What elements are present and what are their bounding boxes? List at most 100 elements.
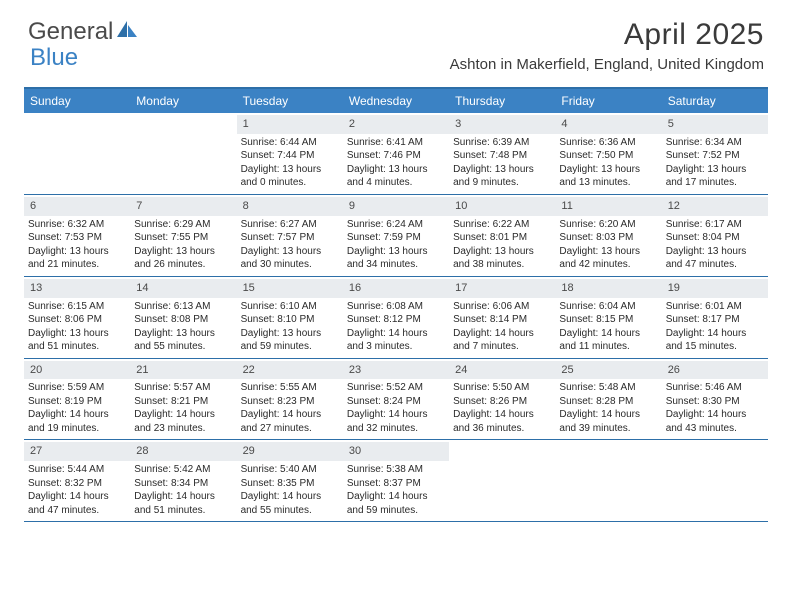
- sunrise-text: Sunrise: 6:17 AM: [666, 218, 764, 232]
- sunrise-text: Sunrise: 6:15 AM: [28, 300, 126, 314]
- calendar-cell: 4Sunrise: 6:36 AMSunset: 7:50 PMDaylight…: [555, 113, 661, 194]
- calendar-cell: 24Sunrise: 5:50 AMSunset: 8:26 PMDayligh…: [449, 359, 555, 440]
- daylight-text: and 21 minutes.: [28, 258, 126, 272]
- sunset-text: Sunset: 8:26 PM: [453, 395, 551, 409]
- calendar-cell: 22Sunrise: 5:55 AMSunset: 8:23 PMDayligh…: [237, 359, 343, 440]
- logo-sail-icon: [117, 18, 139, 46]
- daylight-text: and 59 minutes.: [241, 340, 339, 354]
- daylight-text: Daylight: 13 hours: [666, 163, 764, 177]
- daylight-text: Daylight: 14 hours: [347, 327, 445, 341]
- sunrise-text: Sunrise: 5:38 AM: [347, 463, 445, 477]
- sunrise-text: Sunrise: 5:59 AM: [28, 381, 126, 395]
- daylight-text: Daylight: 13 hours: [28, 245, 126, 259]
- day-number: 5: [662, 115, 768, 134]
- calendar-body: 1Sunrise: 6:44 AMSunset: 7:44 PMDaylight…: [24, 113, 768, 522]
- daylight-text: Daylight: 13 hours: [134, 327, 232, 341]
- sunset-text: Sunset: 8:24 PM: [347, 395, 445, 409]
- calendar-cell: 12Sunrise: 6:17 AMSunset: 8:04 PMDayligh…: [662, 195, 768, 276]
- day-number: 13: [24, 279, 130, 298]
- sunset-text: Sunset: 8:03 PM: [559, 231, 657, 245]
- day-number: 25: [555, 361, 661, 380]
- sunrise-text: Sunrise: 5:42 AM: [134, 463, 232, 477]
- day-number: 26: [662, 361, 768, 380]
- daylight-text: and 51 minutes.: [134, 504, 232, 518]
- daylight-text: and 47 minutes.: [28, 504, 126, 518]
- calendar-cell: 18Sunrise: 6:04 AMSunset: 8:15 PMDayligh…: [555, 277, 661, 358]
- daylight-text: Daylight: 14 hours: [347, 408, 445, 422]
- daylight-text: and 17 minutes.: [666, 176, 764, 190]
- day-number: 28: [130, 442, 236, 461]
- sunset-text: Sunset: 7:59 PM: [347, 231, 445, 245]
- daylight-text: and 47 minutes.: [666, 258, 764, 272]
- daylight-text: Daylight: 14 hours: [666, 327, 764, 341]
- day-header-cell: Monday: [130, 89, 236, 113]
- daylight-text: and 36 minutes.: [453, 422, 551, 436]
- calendar-cell: 3Sunrise: 6:39 AMSunset: 7:48 PMDaylight…: [449, 113, 555, 194]
- day-header-cell: Tuesday: [237, 89, 343, 113]
- sunrise-text: Sunrise: 6:20 AM: [559, 218, 657, 232]
- day-number: 4: [555, 115, 661, 134]
- daylight-text: and 42 minutes.: [559, 258, 657, 272]
- calendar-week: 20Sunrise: 5:59 AMSunset: 8:19 PMDayligh…: [24, 359, 768, 441]
- calendar-week: 13Sunrise: 6:15 AMSunset: 8:06 PMDayligh…: [24, 277, 768, 359]
- day-number: 17: [449, 279, 555, 298]
- daylight-text: and 30 minutes.: [241, 258, 339, 272]
- calendar-cell-empty: [130, 113, 236, 194]
- daylight-text: and 13 minutes.: [559, 176, 657, 190]
- daylight-text: and 51 minutes.: [28, 340, 126, 354]
- sunset-text: Sunset: 7:53 PM: [28, 231, 126, 245]
- day-header-cell: Sunday: [24, 89, 130, 113]
- daylight-text: and 32 minutes.: [347, 422, 445, 436]
- sunset-text: Sunset: 8:04 PM: [666, 231, 764, 245]
- calendar-cell: 27Sunrise: 5:44 AMSunset: 8:32 PMDayligh…: [24, 440, 130, 521]
- daylight-text: and 23 minutes.: [134, 422, 232, 436]
- sunset-text: Sunset: 8:19 PM: [28, 395, 126, 409]
- day-header-cell: Saturday: [662, 89, 768, 113]
- calendar-cell: 25Sunrise: 5:48 AMSunset: 8:28 PMDayligh…: [555, 359, 661, 440]
- sunrise-text: Sunrise: 6:29 AM: [134, 218, 232, 232]
- daylight-text: Daylight: 13 hours: [347, 163, 445, 177]
- day-number: 16: [343, 279, 449, 298]
- sunset-text: Sunset: 8:17 PM: [666, 313, 764, 327]
- sunrise-text: Sunrise: 5:57 AM: [134, 381, 232, 395]
- daylight-text: Daylight: 13 hours: [241, 163, 339, 177]
- sunrise-text: Sunrise: 6:04 AM: [559, 300, 657, 314]
- day-number: 14: [130, 279, 236, 298]
- daylight-text: and 4 minutes.: [347, 176, 445, 190]
- sunset-text: Sunset: 8:01 PM: [453, 231, 551, 245]
- daylight-text: Daylight: 14 hours: [241, 490, 339, 504]
- sunset-text: Sunset: 8:15 PM: [559, 313, 657, 327]
- day-number: 18: [555, 279, 661, 298]
- sunset-text: Sunset: 8:23 PM: [241, 395, 339, 409]
- daylight-text: Daylight: 13 hours: [241, 327, 339, 341]
- daylight-text: and 3 minutes.: [347, 340, 445, 354]
- calendar-cell-empty: [662, 440, 768, 521]
- daylight-text: Daylight: 14 hours: [241, 408, 339, 422]
- logo-text-1: General: [28, 18, 113, 46]
- day-number: 21: [130, 361, 236, 380]
- daylight-text: and 19 minutes.: [28, 422, 126, 436]
- calendar-cell: 20Sunrise: 5:59 AMSunset: 8:19 PMDayligh…: [24, 359, 130, 440]
- day-number: 3: [449, 115, 555, 134]
- sunset-text: Sunset: 8:08 PM: [134, 313, 232, 327]
- daylight-text: and 0 minutes.: [241, 176, 339, 190]
- day-number: 19: [662, 279, 768, 298]
- calendar-cell: 9Sunrise: 6:24 AMSunset: 7:59 PMDaylight…: [343, 195, 449, 276]
- sunrise-text: Sunrise: 5:46 AM: [666, 381, 764, 395]
- day-number: 29: [237, 442, 343, 461]
- day-number: 7: [130, 197, 236, 216]
- daylight-text: and 11 minutes.: [559, 340, 657, 354]
- calendar-cell: 11Sunrise: 6:20 AMSunset: 8:03 PMDayligh…: [555, 195, 661, 276]
- sunset-text: Sunset: 7:44 PM: [241, 149, 339, 163]
- calendar-cell: 17Sunrise: 6:06 AMSunset: 8:14 PMDayligh…: [449, 277, 555, 358]
- sunrise-text: Sunrise: 5:55 AM: [241, 381, 339, 395]
- sunset-text: Sunset: 8:32 PM: [28, 477, 126, 491]
- calendar-cell: 5Sunrise: 6:34 AMSunset: 7:52 PMDaylight…: [662, 113, 768, 194]
- day-number: 24: [449, 361, 555, 380]
- calendar-cell: 2Sunrise: 6:41 AMSunset: 7:46 PMDaylight…: [343, 113, 449, 194]
- sunrise-text: Sunrise: 6:32 AM: [28, 218, 126, 232]
- daylight-text: Daylight: 14 hours: [453, 408, 551, 422]
- daylight-text: and 15 minutes.: [666, 340, 764, 354]
- daylight-text: Daylight: 14 hours: [28, 490, 126, 504]
- sunset-text: Sunset: 8:30 PM: [666, 395, 764, 409]
